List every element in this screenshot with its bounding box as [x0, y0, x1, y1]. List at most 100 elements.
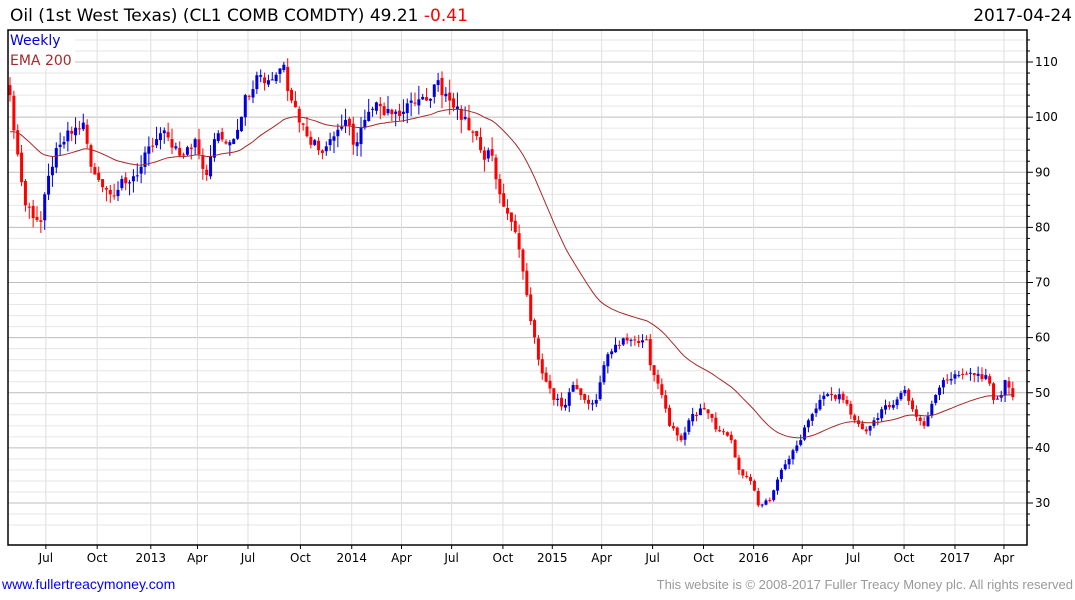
candle-down [425, 87, 429, 102]
candle-up [687, 418, 691, 435]
candle-down [305, 116, 309, 138]
candle-body [671, 426, 675, 429]
candle-body [633, 339, 637, 341]
candle-body [749, 476, 753, 481]
candle-body [486, 150, 490, 159]
x-tick-label: Oct [693, 551, 714, 565]
candle-body [155, 139, 159, 146]
candle-body [421, 96, 425, 100]
candle-body [440, 77, 444, 96]
candle-down [660, 378, 664, 399]
candle-down [745, 471, 749, 479]
candle-down [914, 405, 918, 422]
candle-down [101, 179, 105, 193]
candle-body [332, 136, 336, 141]
candle-down [351, 116, 355, 155]
candle-up [556, 393, 560, 407]
candle-up [270, 71, 274, 81]
candle-body [972, 373, 976, 376]
candle-body [351, 123, 355, 145]
candle-down [548, 374, 552, 394]
x-tick-label: Jul [38, 551, 53, 565]
candle-body [668, 407, 672, 426]
candle-body [209, 156, 213, 177]
candle-down [479, 127, 483, 153]
x-tick-label: 2017 [940, 551, 971, 565]
candle-up [367, 98, 371, 122]
candle-down [513, 214, 517, 234]
candle-body [911, 400, 915, 410]
candle-up [259, 69, 263, 83]
candle-down [664, 389, 668, 413]
candle-down [166, 122, 170, 142]
candle-up [328, 132, 332, 151]
candle-up [876, 412, 880, 426]
x-tick-label: Oct [894, 551, 915, 565]
candle-down [440, 71, 444, 109]
candle-body [174, 146, 178, 149]
candle-body [390, 109, 394, 115]
candle-down [737, 454, 741, 475]
candle-up [614, 337, 618, 353]
candle-down [656, 369, 660, 390]
candle-up [43, 192, 47, 230]
candle-up [355, 132, 359, 157]
candle-body [876, 418, 880, 420]
candle-down [201, 148, 205, 180]
candle-down [922, 417, 926, 429]
candle-up [760, 503, 764, 508]
candle-up [783, 459, 787, 471]
candle-body [479, 137, 483, 151]
candle-body [70, 130, 74, 134]
candle-body [965, 373, 969, 375]
y-tick-label: 70 [1035, 276, 1050, 290]
candle-down [583, 393, 587, 404]
candle-down [452, 92, 456, 112]
candle-body [860, 423, 864, 430]
candle-body [182, 154, 186, 156]
candle-down [502, 183, 506, 207]
candle-body [236, 129, 240, 139]
candle-up [818, 394, 822, 411]
x-tick-label: Oct [290, 551, 311, 565]
candle-body [313, 140, 317, 145]
candle-down [247, 94, 251, 101]
x-tick-label: Apr [187, 551, 208, 565]
candle-down [448, 79, 452, 115]
candle-up [698, 403, 702, 416]
candle-body [961, 373, 965, 375]
candle-body [698, 408, 702, 416]
candle-body [448, 92, 452, 101]
candle-down [525, 263, 529, 298]
candle-up [359, 117, 363, 157]
plot-frame [7, 29, 1028, 546]
candle-down [293, 91, 297, 108]
legend-background [9, 31, 75, 69]
candle-body [143, 152, 147, 167]
candle-body [814, 408, 818, 414]
candle-up [629, 338, 633, 347]
legend-weekly: Weekly [10, 33, 61, 49]
candle-up [953, 370, 957, 385]
candle-down [644, 335, 648, 341]
candle-body [166, 131, 170, 138]
candle-up [266, 74, 270, 88]
candle-body [945, 379, 949, 381]
candle-down [980, 367, 984, 382]
candle-up [590, 399, 594, 411]
candle-up [610, 348, 614, 359]
candle-body [756, 491, 760, 506]
website-link[interactable]: www.fullertreacymoney.com [2, 576, 176, 592]
candle-down [124, 172, 128, 191]
candle-down [579, 388, 583, 400]
candle-body [675, 427, 679, 436]
candle-body [409, 100, 413, 103]
candle-up [814, 403, 818, 417]
candle-down [170, 128, 174, 155]
candle-up [567, 388, 571, 413]
candle-body [579, 388, 583, 396]
candle-down [725, 431, 729, 437]
candle-up [128, 179, 132, 196]
candle-up [47, 163, 51, 200]
candle-body [425, 97, 429, 101]
